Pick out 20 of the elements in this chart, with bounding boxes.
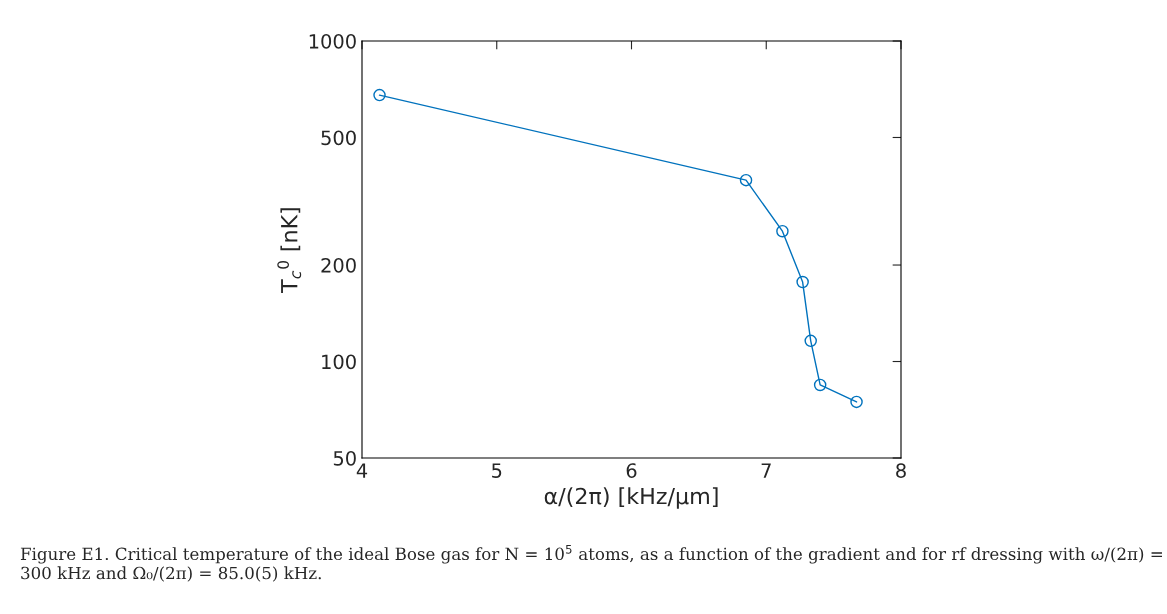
y-tick-label: 1000 (309, 33, 356, 49)
y-tick-label: 100 (322, 354, 356, 370)
point (850, 395, 863, 409)
text: Figure E1. Critical temperature of the ideal Bose gas for N = 10$^{5}$ atoms, as a function of the gradient and for rf dressing with ω/(2π) = 300 kHz and Ω₀/(2π) = 85.0(5) kHz. (20, 545, 1162, 582)
point (804, 334, 817, 348)
point (796, 275, 809, 289)
x-tick-label: 4 (356, 463, 368, 478)
point (739, 173, 753, 187)
y-tick-label: 500 (321, 130, 356, 146)
point (776, 224, 789, 238)
x-tick-label: 6 (626, 463, 637, 478)
x-axis-title: α/(2π) [kHz/μm] (544, 487, 718, 509)
x-tick-label: 7 (761, 463, 771, 478)
x-tick-label: 8 (896, 463, 906, 478)
y-tick-label: 50 (333, 450, 356, 466)
x-tick-label: 5 (492, 463, 502, 478)
y-axis-title: T$_{c}$$^{0}$ [nK] (277, 208, 302, 294)
point (813, 378, 827, 392)
y-tick-label: 200 (321, 257, 356, 273)
point (373, 88, 386, 102)
